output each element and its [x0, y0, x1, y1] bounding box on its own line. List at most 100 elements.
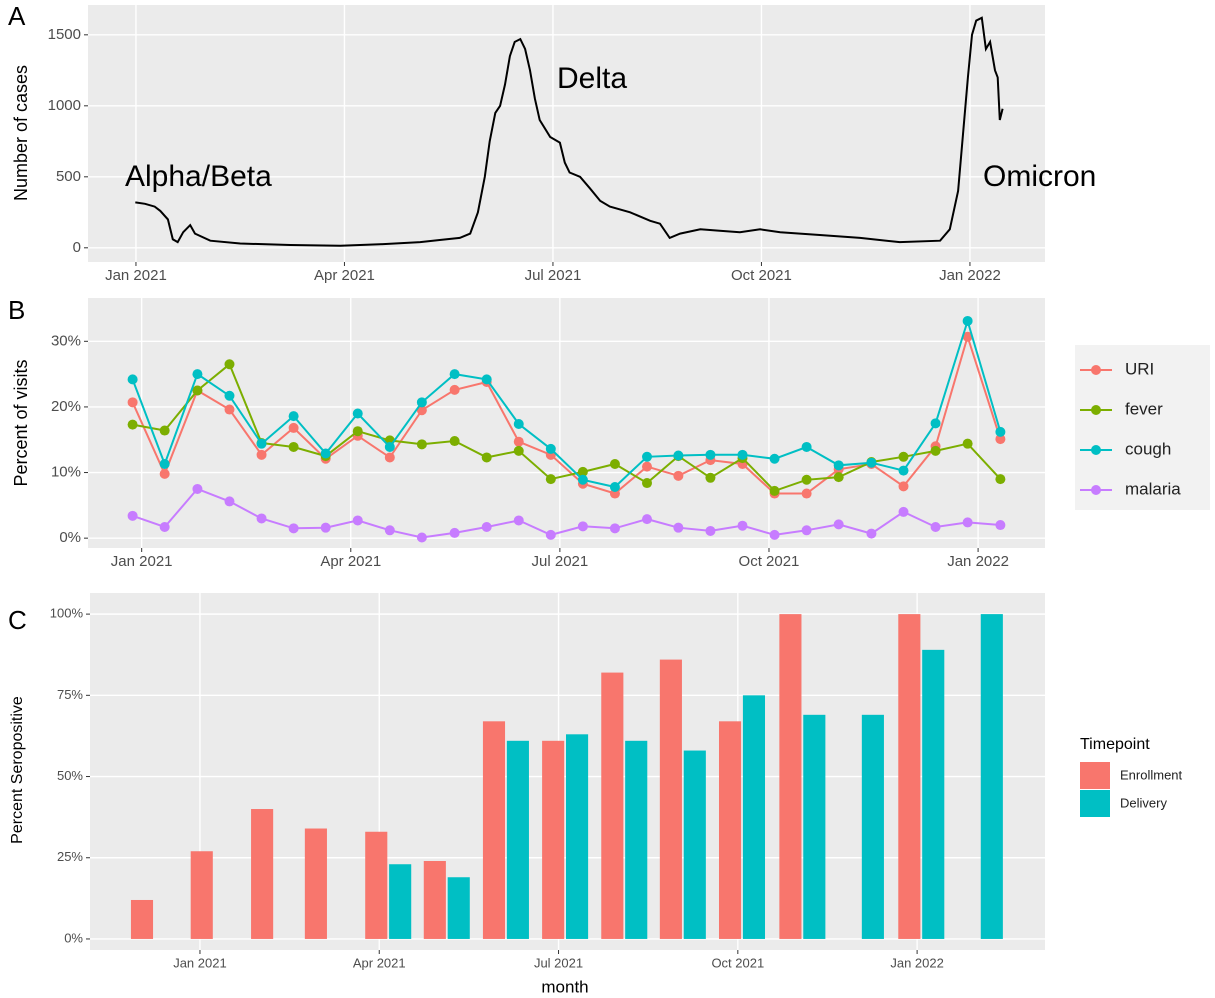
point — [930, 445, 941, 456]
x-tick-label: Apr 2021 — [314, 267, 375, 284]
point — [288, 411, 299, 422]
x-tick-label: Jan 2021 — [173, 955, 227, 970]
point — [833, 519, 844, 530]
point — [481, 374, 492, 385]
point — [642, 451, 653, 462]
point — [416, 439, 427, 450]
bar — [980, 614, 1003, 939]
x-tick-label: Apr 2021 — [353, 955, 406, 970]
y-axis-label: Percent Seropositive — [9, 696, 26, 844]
legend-label: fever — [1125, 399, 1163, 418]
point — [481, 522, 492, 533]
point — [737, 449, 748, 460]
point — [449, 384, 460, 395]
line — [132, 487, 1001, 539]
point — [769, 453, 780, 464]
legend-key — [1091, 365, 1101, 375]
point — [609, 459, 620, 470]
y-tick-label: 1000 — [48, 97, 81, 114]
bar — [625, 740, 648, 939]
point — [769, 485, 780, 496]
bar — [566, 734, 589, 939]
annotation: Omicron — [983, 160, 1096, 193]
x-tick-label: Oct 2021 — [731, 267, 792, 284]
y-tick-label: 0 — [73, 239, 81, 256]
point — [384, 525, 395, 536]
x-tick-label: Jan 2022 — [947, 553, 1009, 570]
point — [577, 521, 588, 532]
point — [513, 418, 524, 429]
y-tick-label: 10% — [51, 464, 81, 481]
point — [642, 514, 653, 525]
point — [609, 481, 620, 492]
point — [833, 472, 844, 483]
point — [769, 529, 780, 540]
point — [159, 425, 170, 436]
point — [801, 488, 812, 499]
point — [159, 459, 170, 470]
annotation: Alpha/Beta — [125, 160, 272, 193]
point — [995, 520, 1006, 531]
bar — [659, 659, 682, 939]
point — [449, 436, 460, 447]
bar — [389, 864, 412, 939]
x-tick-label: Jan 2022 — [939, 267, 1001, 284]
line — [132, 362, 1002, 493]
bar — [898, 614, 921, 939]
point — [416, 532, 427, 543]
legend-key — [1091, 445, 1101, 455]
point — [673, 470, 684, 481]
point — [224, 404, 235, 415]
y-tick-label: 0% — [59, 529, 81, 546]
point — [224, 390, 235, 401]
bar — [742, 695, 766, 939]
bar — [542, 740, 565, 939]
bar — [304, 828, 327, 939]
point — [127, 510, 138, 521]
point — [352, 515, 363, 526]
point — [801, 441, 812, 452]
bar — [423, 860, 446, 939]
point — [705, 472, 716, 483]
legend-label: malaria — [1125, 479, 1181, 498]
x-tick-label: Jan 2021 — [111, 553, 173, 570]
point — [513, 436, 524, 447]
point — [384, 441, 395, 452]
point — [416, 397, 427, 408]
bar — [130, 899, 154, 939]
point — [256, 449, 267, 460]
point — [577, 474, 588, 485]
point — [705, 525, 716, 536]
point — [545, 443, 556, 454]
point — [962, 517, 973, 528]
point — [320, 522, 331, 533]
panel-label: A — [8, 1, 26, 31]
point — [642, 478, 653, 489]
legend-key — [1080, 790, 1110, 817]
y-tick-label: 30% — [51, 332, 81, 349]
bar — [718, 721, 742, 939]
point — [256, 438, 267, 449]
legend-key — [1091, 485, 1101, 495]
legend-label: Enrollment — [1120, 767, 1183, 782]
point — [288, 441, 299, 452]
point — [513, 445, 524, 456]
annotation: Delta — [557, 62, 627, 95]
point — [192, 385, 203, 396]
bar — [861, 714, 884, 939]
point — [513, 515, 524, 526]
point — [224, 359, 235, 370]
line — [131, 333, 1002, 495]
point — [801, 525, 812, 536]
bar — [365, 831, 388, 939]
point — [962, 438, 973, 449]
point — [866, 528, 877, 539]
point — [930, 418, 941, 429]
point — [898, 451, 909, 462]
bar — [683, 750, 706, 939]
point — [705, 449, 716, 460]
point — [673, 522, 684, 533]
point — [352, 408, 363, 419]
point — [449, 369, 460, 380]
y-tick-label: 0% — [64, 930, 83, 945]
